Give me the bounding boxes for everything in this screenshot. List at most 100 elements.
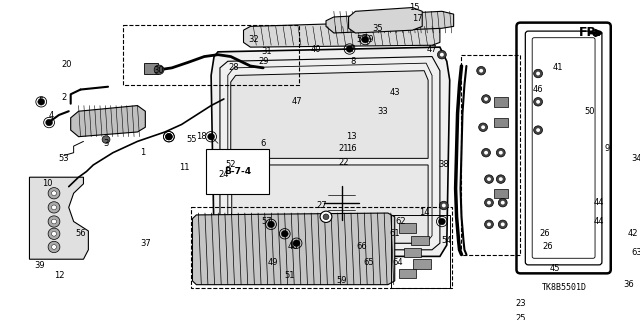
Text: 49: 49 xyxy=(268,258,278,267)
Circle shape xyxy=(268,221,275,228)
Circle shape xyxy=(487,222,491,226)
Text: 8: 8 xyxy=(351,57,356,66)
Circle shape xyxy=(207,133,214,140)
FancyBboxPatch shape xyxy=(413,259,431,269)
Text: 11: 11 xyxy=(179,163,190,172)
Circle shape xyxy=(52,205,56,210)
Text: 65: 65 xyxy=(363,258,374,267)
Text: 51: 51 xyxy=(284,271,295,280)
FancyBboxPatch shape xyxy=(412,236,429,245)
Text: 12: 12 xyxy=(54,271,64,280)
Text: 57: 57 xyxy=(262,217,273,226)
Circle shape xyxy=(282,230,288,237)
Text: 36: 36 xyxy=(623,280,634,289)
Circle shape xyxy=(48,188,60,199)
Polygon shape xyxy=(231,71,428,158)
Text: 45: 45 xyxy=(550,264,560,273)
Text: 40: 40 xyxy=(311,44,321,53)
Circle shape xyxy=(362,36,369,43)
Text: 26: 26 xyxy=(540,229,550,238)
Circle shape xyxy=(438,218,445,225)
Polygon shape xyxy=(243,21,440,47)
Circle shape xyxy=(484,151,488,155)
Circle shape xyxy=(534,98,543,106)
Text: 32: 32 xyxy=(248,35,259,44)
Circle shape xyxy=(499,198,507,207)
Text: 55: 55 xyxy=(186,135,196,144)
Text: 6: 6 xyxy=(260,139,266,148)
Text: 20: 20 xyxy=(61,60,72,68)
Circle shape xyxy=(442,204,446,207)
Text: 4: 4 xyxy=(49,110,54,119)
Circle shape xyxy=(227,180,235,188)
Circle shape xyxy=(487,201,491,204)
Text: 30: 30 xyxy=(154,66,164,75)
Text: 33: 33 xyxy=(378,107,388,116)
Text: 2: 2 xyxy=(61,92,67,101)
Text: 50: 50 xyxy=(584,107,595,116)
Circle shape xyxy=(440,201,448,210)
FancyBboxPatch shape xyxy=(494,188,508,198)
Text: 50: 50 xyxy=(356,35,367,44)
Text: 38: 38 xyxy=(438,160,449,170)
Circle shape xyxy=(484,175,493,183)
Text: 41: 41 xyxy=(552,63,563,72)
Circle shape xyxy=(48,228,60,239)
Circle shape xyxy=(293,240,300,246)
Circle shape xyxy=(482,148,490,157)
Text: B-7-4: B-7-4 xyxy=(224,167,251,176)
Circle shape xyxy=(499,177,503,181)
Text: 9: 9 xyxy=(604,144,609,153)
Text: 15: 15 xyxy=(409,3,420,12)
Text: 35: 35 xyxy=(372,24,383,33)
Circle shape xyxy=(52,191,56,196)
Text: 3: 3 xyxy=(103,139,109,148)
Circle shape xyxy=(48,241,60,252)
Text: 48: 48 xyxy=(287,243,298,252)
Text: 16: 16 xyxy=(346,144,357,153)
Text: 25: 25 xyxy=(515,314,525,320)
Text: 26: 26 xyxy=(543,243,553,252)
Circle shape xyxy=(487,177,491,181)
Circle shape xyxy=(52,244,56,249)
Text: TK8B5501D: TK8B5501D xyxy=(542,283,587,292)
Text: 34: 34 xyxy=(631,154,640,163)
Text: 54: 54 xyxy=(442,236,452,245)
FancyBboxPatch shape xyxy=(399,269,417,278)
Circle shape xyxy=(438,51,446,59)
Circle shape xyxy=(534,69,543,78)
Text: 64: 64 xyxy=(392,258,403,267)
Circle shape xyxy=(484,198,493,207)
Text: 46: 46 xyxy=(532,85,543,94)
Circle shape xyxy=(38,99,45,105)
Circle shape xyxy=(166,133,172,140)
Circle shape xyxy=(479,69,483,73)
Text: 47: 47 xyxy=(291,97,302,106)
Text: 56: 56 xyxy=(76,229,86,238)
Circle shape xyxy=(481,125,485,129)
Circle shape xyxy=(48,202,60,213)
Polygon shape xyxy=(29,177,88,259)
Text: 27: 27 xyxy=(317,201,328,210)
FancyBboxPatch shape xyxy=(404,248,421,257)
Circle shape xyxy=(499,220,507,228)
Text: 10: 10 xyxy=(42,179,52,188)
Circle shape xyxy=(497,175,505,183)
Circle shape xyxy=(346,46,353,52)
Text: 28: 28 xyxy=(228,63,239,72)
Text: 31: 31 xyxy=(262,47,273,56)
Circle shape xyxy=(320,211,332,222)
Circle shape xyxy=(500,222,505,226)
Text: 53: 53 xyxy=(58,154,69,163)
FancyBboxPatch shape xyxy=(494,118,508,127)
Circle shape xyxy=(477,67,486,75)
Text: 5: 5 xyxy=(38,97,44,106)
Text: FR.: FR. xyxy=(579,27,602,39)
Circle shape xyxy=(482,95,490,103)
Text: 61: 61 xyxy=(389,229,400,238)
Polygon shape xyxy=(70,106,145,137)
Text: 17: 17 xyxy=(412,14,422,23)
Text: 59: 59 xyxy=(337,276,347,285)
Circle shape xyxy=(534,126,543,134)
Circle shape xyxy=(154,65,164,75)
